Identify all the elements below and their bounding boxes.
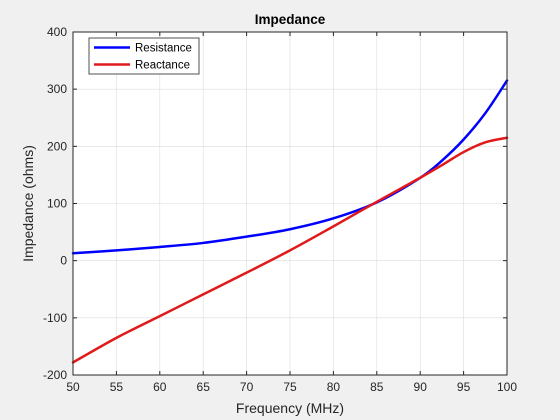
tick-labels: 50 55 60 65 70 75 80 85 90 95 100 -200 -100 0 100 200 30… — [43, 25, 517, 394]
legend-box — [88, 37, 200, 75]
x-tick-label: 90 — [414, 380, 428, 394]
x-tick-label: 75 — [283, 380, 297, 394]
series-line-resistance — [71, 79, 509, 255]
y-tick-label: 0 — [60, 254, 67, 268]
series-line-reactance — [71, 136, 509, 364]
chart-title: Impedance — [255, 12, 326, 27]
legend: Resistance Reactance — [88, 37, 200, 75]
x-tick-label: 85 — [370, 380, 384, 394]
x-tick-label: 60 — [153, 380, 167, 394]
legend-label-reactance: Reactance — [135, 60, 190, 72]
x-tick-label: 50 — [66, 380, 80, 394]
y-tick-label: 400 — [47, 25, 67, 39]
y-axis-label: Impedance (ohms) — [20, 145, 36, 262]
x-tick-label: 65 — [197, 380, 211, 394]
y-tick-label: 100 — [47, 197, 67, 211]
series-layer — [71, 79, 509, 364]
y-tick-label: -100 — [43, 311, 67, 325]
x-tick-label: 55 — [110, 380, 124, 394]
x-tick-label: 95 — [457, 380, 471, 394]
legend-label-resistance: Resistance — [135, 43, 192, 55]
tick-marks — [72, 31, 508, 376]
y-tick-label: -200 — [43, 368, 67, 382]
x-tick-label: 100 — [497, 380, 517, 394]
x-tick-label: 70 — [240, 380, 254, 394]
y-tick-label: 200 — [47, 139, 67, 153]
x-tick-label: 80 — [327, 380, 341, 394]
y-tick-label: 300 — [47, 82, 67, 96]
x-axis-label: Frequency (MHz) — [236, 400, 344, 416]
